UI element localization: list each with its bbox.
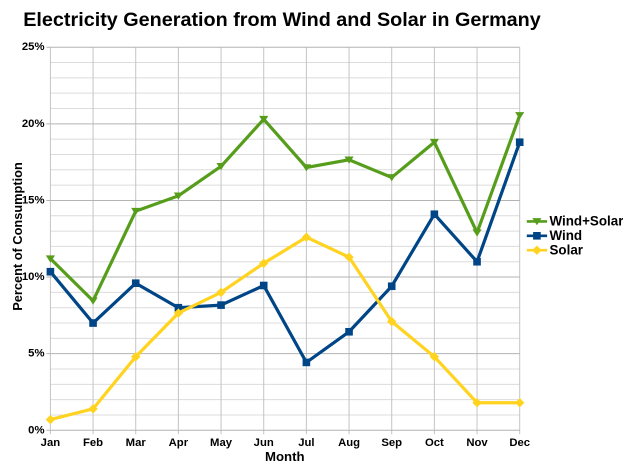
- svg-text:Jul: Jul: [298, 437, 314, 449]
- svg-text:Jun: Jun: [254, 437, 274, 449]
- svg-text:Solar: Solar: [550, 243, 584, 258]
- svg-text:Wind: Wind: [550, 228, 583, 243]
- svg-text:Jan: Jan: [41, 437, 61, 449]
- svg-text:5%: 5%: [28, 348, 44, 360]
- svg-text:20%: 20%: [22, 118, 45, 130]
- svg-text:Electricity Generation from Wi: Electricity Generation from Wind and Sol…: [23, 9, 541, 31]
- svg-text:Nov: Nov: [466, 437, 488, 449]
- svg-text:15%: 15%: [22, 194, 45, 206]
- svg-text:Percent of Consumption: Percent of Consumption: [10, 162, 25, 311]
- svg-text:Wind+Solar: Wind+Solar: [550, 214, 623, 229]
- svg-text:Dec: Dec: [509, 437, 530, 449]
- svg-text:Feb: Feb: [83, 437, 103, 449]
- svg-text:Month: Month: [265, 449, 305, 464]
- svg-text:Apr: Apr: [169, 437, 189, 449]
- svg-text:25%: 25%: [22, 41, 45, 53]
- svg-text:Oct: Oct: [425, 437, 444, 449]
- svg-text:Sep: Sep: [381, 437, 402, 449]
- svg-text:0%: 0%: [28, 424, 44, 436]
- svg-text:Aug: Aug: [338, 437, 360, 449]
- svg-text:May: May: [210, 437, 233, 449]
- svg-text:Mar: Mar: [126, 437, 147, 449]
- svg-text:10%: 10%: [22, 271, 45, 283]
